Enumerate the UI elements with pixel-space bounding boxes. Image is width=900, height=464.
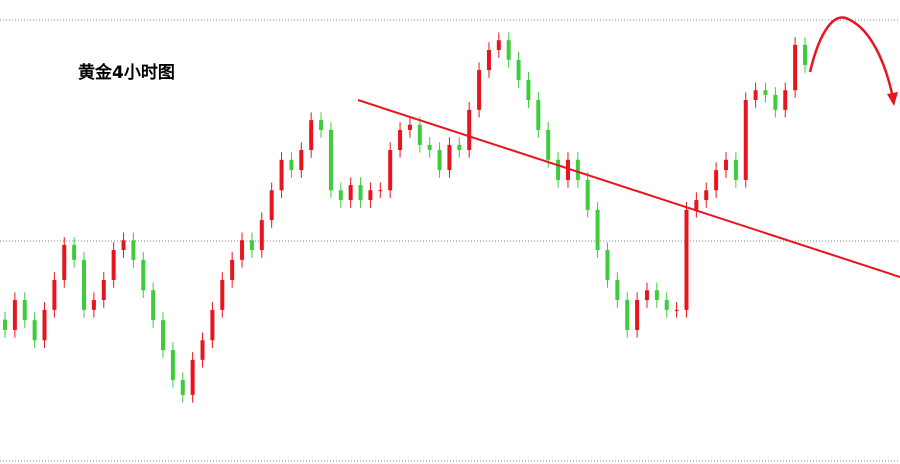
candle-body <box>151 290 156 321</box>
candle-body <box>101 279 106 301</box>
candle-body <box>723 159 728 171</box>
candle-body <box>259 220 264 251</box>
candle-body <box>575 159 580 180</box>
candle-body <box>388 150 393 191</box>
candle-body <box>654 290 659 301</box>
candle-body <box>753 90 758 101</box>
candle-body <box>417 124 422 145</box>
candle-body <box>398 129 403 151</box>
forecast-arrow <box>808 16 895 99</box>
candle-body <box>72 244 77 260</box>
candle-body <box>121 240 126 251</box>
candle-body <box>516 59 521 80</box>
candle-body <box>625 300 630 330</box>
candle-body <box>605 250 610 280</box>
arrow-head <box>887 92 898 106</box>
candle-body <box>3 319 7 330</box>
candle-body <box>161 320 166 351</box>
candle-body <box>506 40 511 60</box>
candle-body <box>664 300 669 310</box>
candle-body <box>783 90 788 110</box>
candle-body <box>378 190 383 192</box>
chart-title: 黄金4小时图 <box>78 62 175 83</box>
candle-body <box>200 340 205 360</box>
candle-body <box>279 159 284 191</box>
candle-body <box>230 259 235 280</box>
candle-body <box>82 259 87 310</box>
candle-body <box>793 44 798 91</box>
candle-body <box>526 79 531 101</box>
candle-body <box>319 120 324 130</box>
candle-body <box>407 124 412 130</box>
candle-body <box>269 190 274 221</box>
candle-body <box>803 44 807 65</box>
candle-body <box>62 244 67 280</box>
candle-body <box>467 109 472 151</box>
candle-body <box>457 144 462 151</box>
candle-body <box>615 279 620 301</box>
candle-body <box>289 159 294 171</box>
candle-body <box>190 359 195 395</box>
candle-body <box>595 209 600 251</box>
candle-body <box>674 309 679 311</box>
candle-body <box>111 250 116 280</box>
candle-body <box>240 240 245 260</box>
candle-body <box>694 200 699 210</box>
candle-body <box>704 190 709 201</box>
candle-body <box>496 40 501 51</box>
candle-body <box>52 279 57 310</box>
candle-body <box>220 279 225 310</box>
candle-body <box>763 90 768 95</box>
candle-body <box>585 179 590 210</box>
candle-body <box>477 70 482 110</box>
candle-body <box>32 320 37 341</box>
candles <box>3 32 807 403</box>
candle-body <box>644 290 649 301</box>
candle-body <box>556 159 561 180</box>
candle-body <box>42 309 47 341</box>
candle-body <box>684 209 689 310</box>
candle-body <box>170 350 175 380</box>
candle-body <box>180 379 185 395</box>
candle-body <box>565 159 570 180</box>
candle-body <box>368 190 373 201</box>
candle-body <box>309 120 314 151</box>
candle-body <box>358 185 363 201</box>
candle-body <box>299 150 304 171</box>
trend-line <box>357 99 900 278</box>
candle-body <box>733 159 738 180</box>
candle-body <box>328 129 333 191</box>
candle-body <box>131 240 136 260</box>
candle-body <box>536 100 541 130</box>
candle-body <box>91 300 96 310</box>
candle-body <box>338 190 343 201</box>
candle-body <box>635 300 640 330</box>
candle-body <box>714 170 719 191</box>
candle-body <box>22 300 27 321</box>
candle-body <box>437 150 442 171</box>
candle-body <box>743 100 748 180</box>
candle-body <box>210 309 215 341</box>
candle-body <box>546 129 551 160</box>
candle-body <box>141 259 146 291</box>
candle-body <box>12 300 17 330</box>
candle-body <box>486 50 491 71</box>
candle-body <box>249 240 254 251</box>
candle-body <box>427 144 432 151</box>
candle-body <box>773 94 778 110</box>
candle-body <box>348 185 353 201</box>
candle-body <box>447 144 452 171</box>
